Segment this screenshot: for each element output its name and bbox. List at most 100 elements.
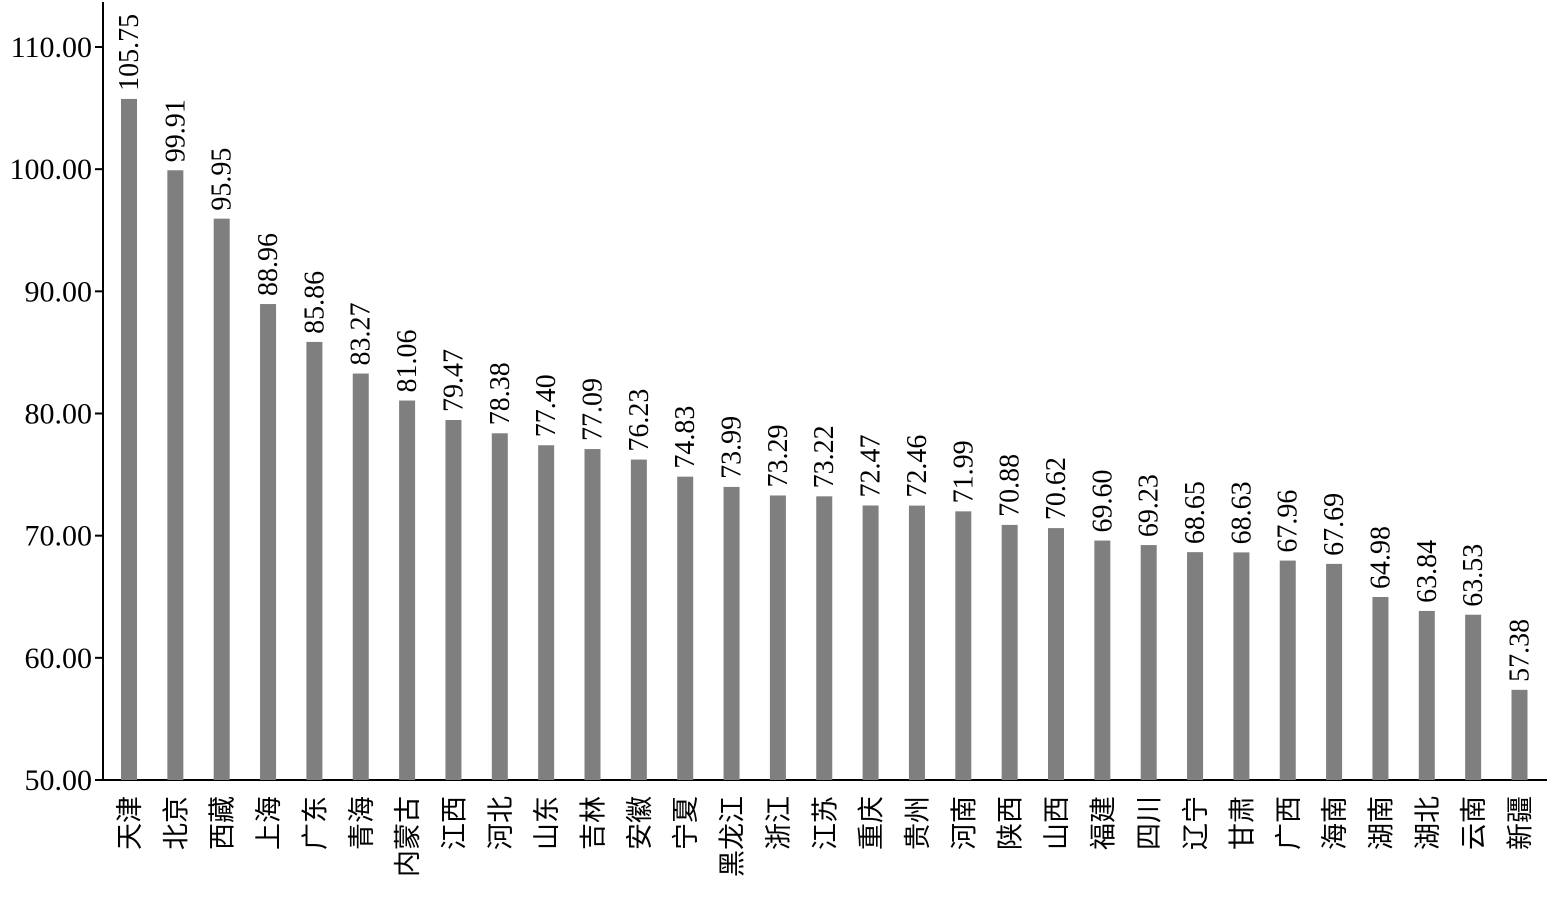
data-labels: 105.75 99.91 95.95 88.96 85.86 83.27 81.06 79.4… — [114, 14, 1536, 682]
category-label: 江苏 — [810, 796, 841, 850]
bar — [1511, 689, 1528, 780]
category-label: 新疆 — [1506, 796, 1537, 850]
bar — [1048, 528, 1064, 780]
category-label: 福建 — [1088, 796, 1119, 850]
data-label: 85.86 — [299, 271, 330, 334]
y-tick-label: 90.00 — [25, 275, 93, 308]
data-label: 64.98 — [1365, 526, 1396, 589]
category-label: 湖北 — [1413, 796, 1444, 850]
bar — [1418, 610, 1435, 780]
data-label: 63.53 — [1458, 544, 1489, 607]
bar — [167, 170, 184, 780]
category-label: 四川 — [1135, 796, 1166, 850]
data-label: 78.38 — [485, 362, 516, 425]
data-label: 88.96 — [253, 233, 284, 296]
data-label: 72.46 — [902, 435, 933, 498]
y-tick-label: 100.00 — [10, 153, 93, 186]
category-label: 重庆 — [857, 796, 888, 850]
bar — [399, 400, 416, 780]
bar — [584, 449, 601, 780]
bar — [1001, 524, 1018, 780]
data-label: 73.22 — [809, 425, 840, 488]
bar — [816, 496, 833, 780]
category-label: 青海 — [347, 796, 378, 850]
bar — [1094, 540, 1111, 780]
bar — [1140, 545, 1157, 780]
category-label: 云南 — [1459, 796, 1490, 850]
category-label: 甘肃 — [1227, 796, 1258, 850]
bar — [1233, 552, 1250, 780]
category-label: 广东 — [300, 796, 331, 850]
bar — [538, 445, 555, 780]
category-label: 湖南 — [1366, 796, 1397, 850]
y-tick-label: 80.00 — [25, 398, 93, 431]
bar — [630, 459, 647, 780]
bar — [723, 486, 740, 780]
category-label: 黑龙江 — [718, 796, 749, 877]
data-label: 99.91 — [160, 99, 191, 162]
bar — [955, 511, 972, 780]
y-tick-label: 110.00 — [11, 31, 92, 64]
bars — [121, 98, 1528, 780]
category-label: 河南 — [949, 796, 980, 850]
bar — [1279, 560, 1296, 780]
data-label: 63.84 — [1412, 540, 1443, 603]
bar — [908, 505, 925, 780]
bar — [352, 373, 369, 780]
data-label: 77.40 — [531, 374, 562, 437]
bar — [491, 433, 508, 780]
category-label: 上海 — [254, 796, 285, 850]
bar — [445, 419, 462, 780]
data-label: 83.27 — [346, 303, 377, 366]
category-label: 江西 — [439, 796, 470, 850]
category-label: 天津 — [115, 796, 146, 850]
bar — [306, 341, 323, 780]
data-label: 73.29 — [763, 424, 794, 487]
data-label: 68.63 — [1226, 481, 1257, 544]
data-label: 72.47 — [856, 434, 887, 497]
data-label: 69.23 — [1134, 474, 1165, 537]
bar — [1187, 552, 1204, 780]
category-label: 北京 — [161, 796, 192, 850]
data-label: 70.62 — [1041, 457, 1072, 520]
category-label: 海南 — [1320, 796, 1351, 850]
category-label: 广西 — [1274, 796, 1305, 850]
data-label: 73.99 — [717, 416, 748, 479]
data-label: 71.99 — [948, 440, 979, 503]
y-axis-ticks: 50.00 60.00 70.00 80.00 90.00 100.00 110.00 — [10, 31, 103, 797]
data-label: 57.38 — [1505, 619, 1536, 682]
bar — [1326, 563, 1343, 780]
bar — [121, 98, 137, 780]
data-label: 95.95 — [207, 148, 238, 211]
bar — [260, 304, 277, 780]
category-label: 安徽 — [625, 796, 656, 850]
category-label: 辽宁 — [1181, 796, 1212, 850]
category-label: 内蒙古 — [393, 796, 424, 877]
data-label: 77.09 — [578, 378, 609, 441]
category-label: 山东 — [532, 796, 563, 850]
category-labels: 天津 北京 西藏 上海 广东 青海 内蒙古 江西 河北 山东 吉林 安徽 宁夏 黑龙江 浙江 江苏 重庆 贵州 河南… — [115, 796, 1537, 877]
data-label: 81.06 — [392, 330, 423, 393]
data-label: 68.65 — [1180, 481, 1211, 544]
data-label: 67.96 — [1273, 490, 1304, 553]
category-label: 河北 — [486, 796, 517, 850]
category-label: 西藏 — [208, 796, 239, 850]
bar — [1372, 596, 1389, 780]
y-tick-label: 70.00 — [25, 520, 93, 553]
category-label: 贵州 — [903, 796, 934, 850]
category-label: 陕西 — [996, 796, 1027, 850]
data-label: 76.23 — [624, 389, 655, 452]
bar — [677, 476, 694, 780]
y-tick-label: 50.00 — [25, 764, 93, 797]
data-label: 67.69 — [1319, 493, 1350, 556]
category-label: 宁夏 — [671, 796, 702, 850]
bar — [862, 505, 879, 780]
y-tick-label: 60.00 — [25, 642, 93, 675]
data-label: 70.88 — [995, 454, 1026, 517]
category-label: 吉林 — [579, 796, 610, 850]
bar — [769, 495, 786, 780]
data-label: 69.60 — [1087, 470, 1118, 533]
category-label: 浙江 — [764, 796, 795, 850]
data-label: 79.47 — [438, 349, 469, 412]
